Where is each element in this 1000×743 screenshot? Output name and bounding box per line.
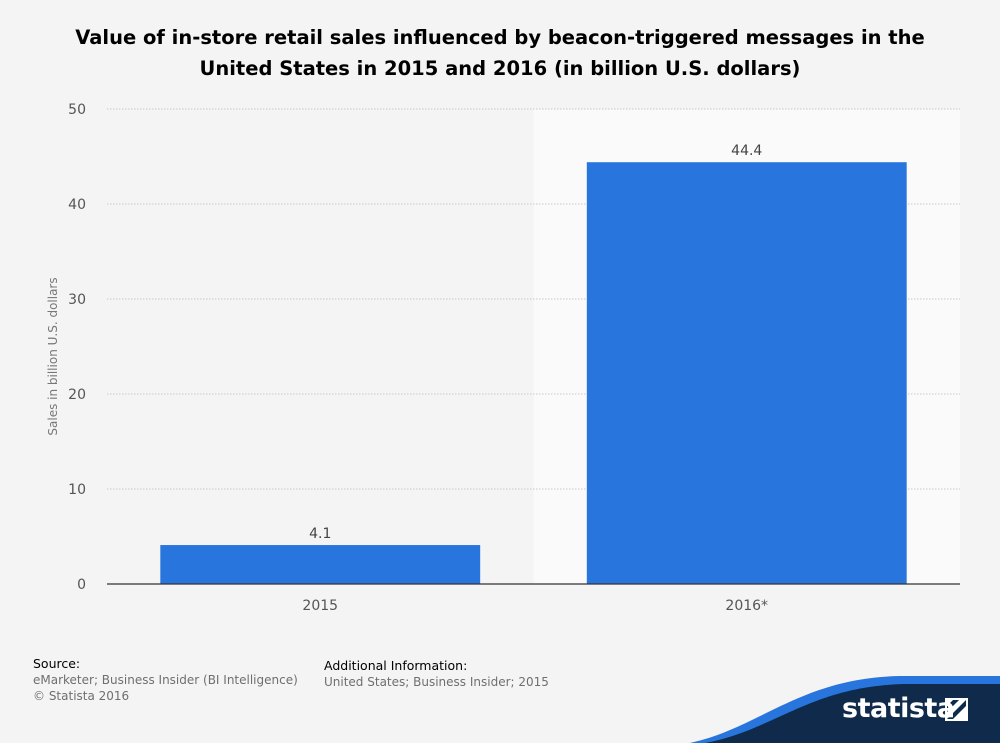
source-line-2: © Statista 2016	[33, 689, 130, 703]
y-axis-ticks: 0 10 20 30 40 50	[68, 102, 86, 593]
y-tick-label: 50	[68, 102, 86, 118]
x-tick-label: 2015	[302, 598, 338, 614]
source-block: Source: eMarketer; Business Insider (BI …	[33, 656, 298, 704]
source-line-1: eMarketer; Business Insider (BI Intellig…	[33, 673, 298, 687]
statista-logo-text: statista	[842, 693, 955, 724]
y-tick-label: 20	[68, 387, 86, 403]
x-tick-label: 2016*	[725, 598, 768, 614]
bars	[160, 162, 907, 584]
bar-2015	[160, 545, 481, 584]
y-tick-label: 10	[68, 482, 86, 498]
additional-info-block: Additional Information: United States; B…	[324, 658, 549, 690]
data-label: 4.1	[309, 526, 331, 542]
additional-info-heading: Additional Information:	[324, 658, 468, 673]
y-tick-label: 30	[68, 292, 86, 308]
y-tick-label: 0	[77, 577, 86, 593]
y-axis-label: Sales in billion U.S. dollars	[46, 277, 60, 435]
x-axis-ticks: 2015 2016*	[302, 598, 768, 614]
chart-title: Value of in-store retail sales influence…	[75, 26, 925, 80]
source-heading: Source:	[33, 656, 81, 671]
additional-info-text: United States; Business Insider; 2015	[324, 675, 549, 689]
brand-wave-dark	[705, 684, 1000, 743]
y-tick-label: 40	[68, 197, 86, 213]
statista-logo-icon	[945, 698, 968, 721]
data-labels: 4.1 44.4	[309, 143, 762, 542]
bar-2016	[586, 162, 907, 584]
grid-lines	[107, 108, 960, 490]
data-label: 44.4	[731, 143, 762, 159]
